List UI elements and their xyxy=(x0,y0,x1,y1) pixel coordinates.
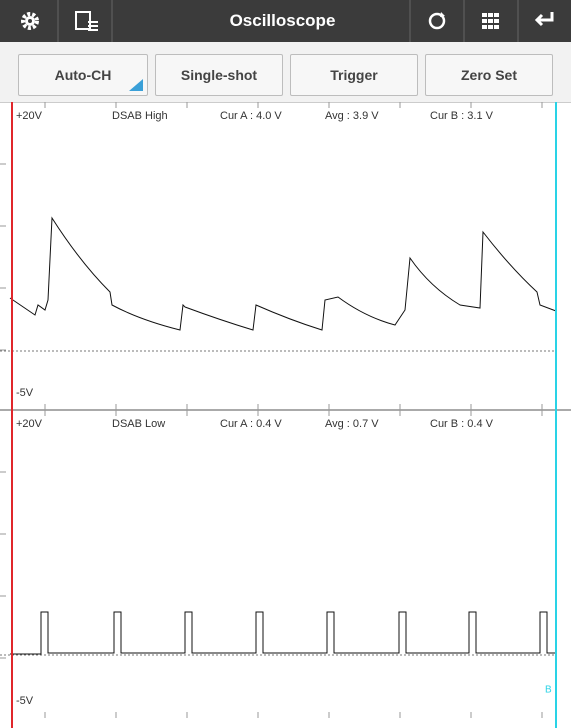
avg: Avg : 3.9 V xyxy=(325,110,379,122)
waveform-low xyxy=(10,611,556,655)
top-bar: Oscilloscope xyxy=(0,0,571,42)
trigger-button[interactable]: Trigger xyxy=(290,54,418,96)
top-label: +20V xyxy=(16,110,43,122)
settings-icon[interactable] xyxy=(21,12,39,30)
waveform-high xyxy=(9,216,557,331)
channel-name: DSAB Low xyxy=(112,418,165,430)
scope-display: B +20V DSAB High Cur A : 4.0 V Avg : 3.9 V C… xyxy=(0,102,571,728)
single-shot-button[interactable]: Single-shot xyxy=(155,54,283,96)
cur-a: Cur A : 4.0 V xyxy=(220,110,282,122)
refresh-icon[interactable] xyxy=(428,12,446,30)
save-icon[interactable] xyxy=(75,11,98,31)
cur-b: Cur B : 0.4 V xyxy=(430,418,494,430)
top-label: +20V xyxy=(16,418,43,430)
cur-b: Cur B : 3.1 V xyxy=(430,110,494,122)
button-label: Single-shot xyxy=(180,67,258,83)
title: Oscilloscope xyxy=(229,11,336,30)
corner-indicator xyxy=(129,79,143,91)
bottom-label: -5V xyxy=(16,695,34,707)
bottom-label: -5V xyxy=(16,387,34,399)
button-row: Auto-CH Single-shot Trigger Zero Set xyxy=(0,42,571,102)
button-label: Trigger xyxy=(330,67,378,83)
grid-icon[interactable] xyxy=(482,13,499,29)
cursor-b-marker: B xyxy=(545,685,552,696)
auto-ch-button[interactable]: Auto-CH xyxy=(18,54,148,96)
back-icon[interactable] xyxy=(534,12,554,27)
cur-a: Cur A : 0.4 V xyxy=(220,418,282,430)
button-label: Auto-CH xyxy=(54,67,112,83)
toolbar-icons xyxy=(21,0,554,42)
button-label: Zero Set xyxy=(460,67,517,83)
zero-set-button[interactable]: Zero Set xyxy=(425,54,553,96)
channel-name: DSAB High xyxy=(112,110,168,122)
avg: Avg : 0.7 V xyxy=(325,418,379,430)
